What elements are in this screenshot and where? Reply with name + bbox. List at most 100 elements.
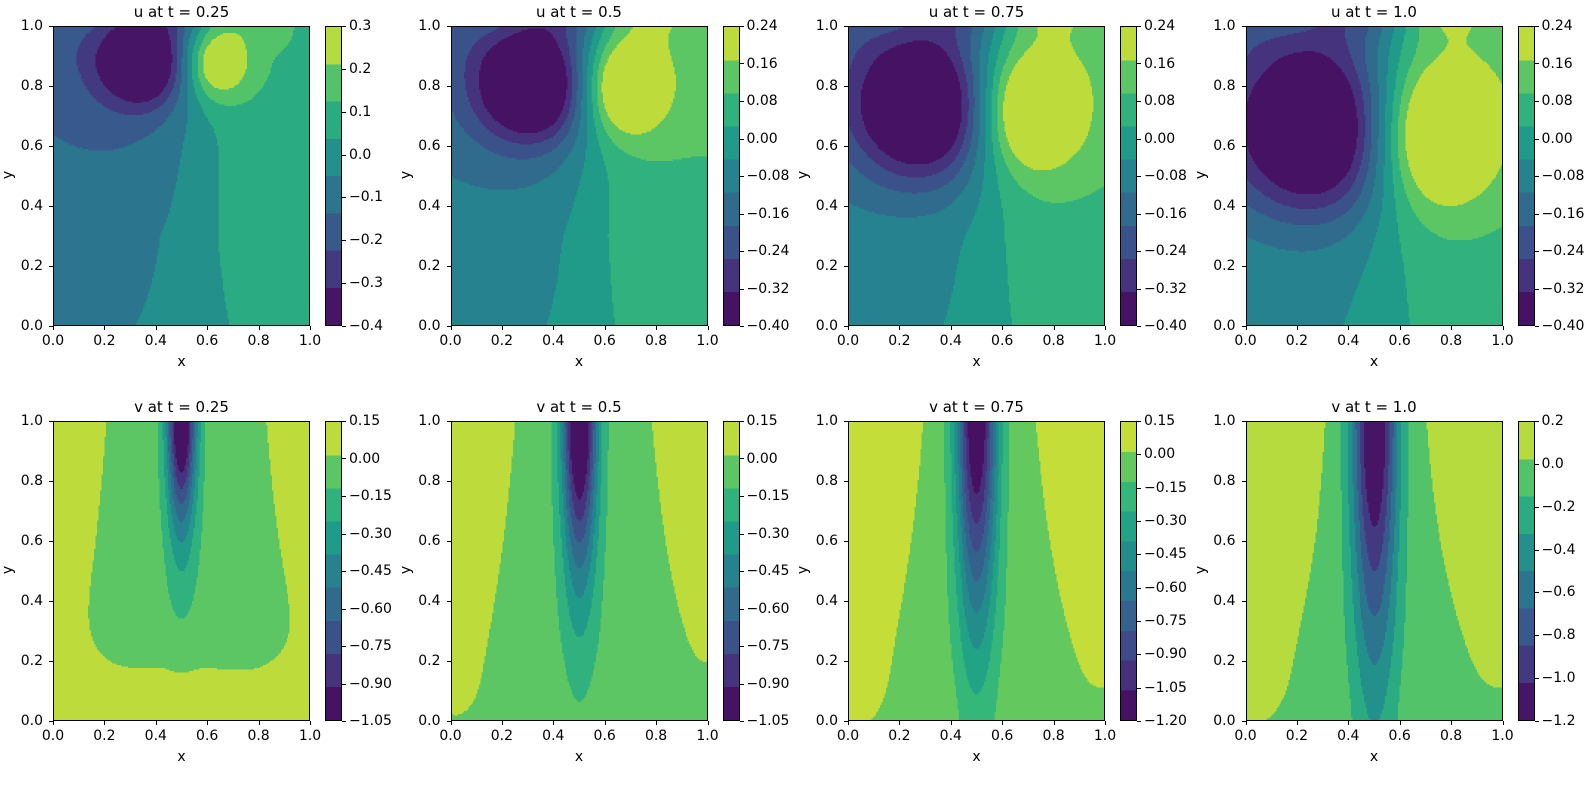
colorbar-tick-mark	[342, 69, 346, 70]
y-tick-label: 0.8	[1213, 473, 1236, 489]
x-tick-mark	[310, 326, 311, 330]
colorbar-tick-mark	[342, 283, 346, 284]
panel-title-u-t05: u at t = 0.5	[536, 3, 622, 21]
y-tick-label: 0.6	[20, 138, 43, 154]
y-tick-label: 0.6	[418, 138, 441, 154]
y-tick-label: 0.8	[815, 473, 838, 489]
y-tick-label: 0.0	[20, 713, 43, 729]
y-tick-mark	[1241, 541, 1246, 542]
colorbar-tick-label: −0.32	[1144, 280, 1187, 297]
colorbar-tick-label: −0.15	[1144, 479, 1187, 496]
y-tick-label: 0.2	[815, 258, 838, 274]
y-tick-mark	[1241, 326, 1246, 327]
colorbar-tick-label: −0.40	[1144, 318, 1187, 334]
x-tick-label: 0.0	[836, 728, 860, 744]
x-tick-label: 0.2	[1285, 333, 1309, 349]
panel-title-u-t10: u at t = 1.0	[1331, 3, 1417, 21]
y-tick-mark	[49, 326, 53, 327]
panel-title-u-t075: u at t = 0.75	[928, 3, 1025, 21]
x-tick-label: 0.4	[939, 728, 962, 744]
y-tick-label: 0.4	[20, 593, 43, 609]
x-tick-mark	[1002, 326, 1003, 330]
x-tick-mark	[502, 721, 503, 725]
colorbar-tick-label: 0.08	[1541, 93, 1573, 109]
x-tick-label: 0.4	[542, 333, 565, 349]
colorbar-tick-mark	[1534, 26, 1539, 27]
colorbar-tick-label: −0.75	[1144, 613, 1187, 629]
y-tick-label: 0.6	[815, 138, 838, 154]
colorbar-tick-label: −0.40	[746, 318, 790, 334]
y-tick-mark	[844, 206, 848, 207]
y-tick-label: 0.2	[418, 653, 441, 669]
colorbar-tick-mark	[1137, 139, 1141, 140]
colorbar-tick-mark	[1534, 721, 1539, 722]
plot-area-u-t075	[848, 26, 1105, 326]
colorbar-tick-label: 0.15	[746, 413, 778, 429]
colorbar-tick-mark	[1137, 588, 1141, 589]
plot-area-v-t075	[848, 421, 1105, 721]
y-tick-mark	[1241, 481, 1246, 482]
y-tick-label: 0.4	[20, 198, 43, 214]
y-axis-label-v-t05: y	[397, 565, 414, 575]
colorbar-tick-mark	[1534, 592, 1539, 593]
y-tick-mark	[446, 206, 451, 207]
y-tick-label: 0.6	[20, 533, 43, 549]
colorbar-tick-mark	[739, 571, 744, 572]
colorbar-tick-mark	[342, 112, 346, 113]
colorbar-tick-label: 0.0	[349, 146, 372, 163]
y-tick-mark	[1241, 721, 1246, 722]
x-tick-label: 0.2	[490, 333, 514, 349]
y-tick-mark	[49, 661, 53, 662]
y-tick-mark	[49, 206, 53, 207]
x-axis-label-u-t025: x	[177, 354, 186, 370]
x-tick-mark	[156, 326, 157, 330]
x-tick-mark	[259, 326, 260, 330]
panel-title-v-t075: v at t = 0.75	[929, 398, 1024, 416]
colorbar-tick-mark	[1137, 488, 1141, 489]
y-tick-label: 0.8	[20, 473, 43, 489]
y-tick-label: 0.2	[418, 258, 441, 274]
y-tick-mark	[1241, 26, 1246, 27]
x-tick-mark	[1503, 721, 1504, 725]
y-tick-mark	[844, 601, 848, 602]
colorbar-tick-label: −0.30	[349, 525, 392, 542]
x-tick-mark	[553, 326, 554, 330]
x-tick-mark	[553, 721, 554, 725]
colorbar-u-t05	[722, 26, 740, 326]
colorbar-tick-mark	[1137, 688, 1141, 689]
x-tick-mark	[1297, 721, 1298, 725]
y-tick-mark	[446, 266, 451, 267]
x-tick-label: 1.0	[696, 728, 719, 744]
y-axis-label-u-t075: y	[795, 170, 811, 180]
colorbar-tick-label: 0.08	[1144, 93, 1176, 109]
x-tick-mark	[207, 721, 208, 725]
x-tick-label: 0.6	[991, 728, 1014, 744]
colorbar-tick-mark	[342, 421, 346, 422]
colorbar-tick-label: 0.16	[746, 55, 778, 72]
y-tick-mark	[49, 26, 53, 27]
colorbar-tick-mark	[1137, 654, 1141, 655]
x-tick-label: 1.0	[298, 728, 322, 744]
x-tick-mark	[708, 721, 709, 725]
colorbar-tick-mark	[1534, 289, 1539, 290]
colorbar-tick-mark	[1137, 621, 1141, 622]
x-tick-mark	[53, 721, 54, 725]
y-tick-label: 0.2	[815, 653, 838, 669]
y-tick-mark	[49, 721, 53, 722]
x-tick-label: 0.4	[1337, 333, 1360, 349]
y-tick-label: 0.8	[418, 473, 441, 489]
x-tick-label: 0.0	[41, 728, 65, 744]
y-tick-label: 1.0	[418, 413, 441, 429]
x-tick-label: 1.0	[1093, 333, 1117, 349]
colorbar-tick-mark	[342, 197, 346, 198]
x-axis-label-v-t075: x	[972, 749, 981, 765]
y-tick-label: 0.0	[1213, 713, 1236, 729]
x-tick-mark	[310, 721, 311, 725]
y-axis-label-u-t10: y	[1192, 170, 1209, 180]
colorbar-tick-label: 0.16	[1541, 55, 1573, 72]
colorbar-tick-label: 0.2	[1541, 413, 1564, 429]
colorbar-tick-mark	[342, 684, 346, 685]
colorbar-tick-label: −0.24	[1144, 243, 1187, 259]
colorbar-tick-label: −0.60	[746, 600, 790, 617]
y-tick-label: 0.6	[1213, 138, 1236, 154]
